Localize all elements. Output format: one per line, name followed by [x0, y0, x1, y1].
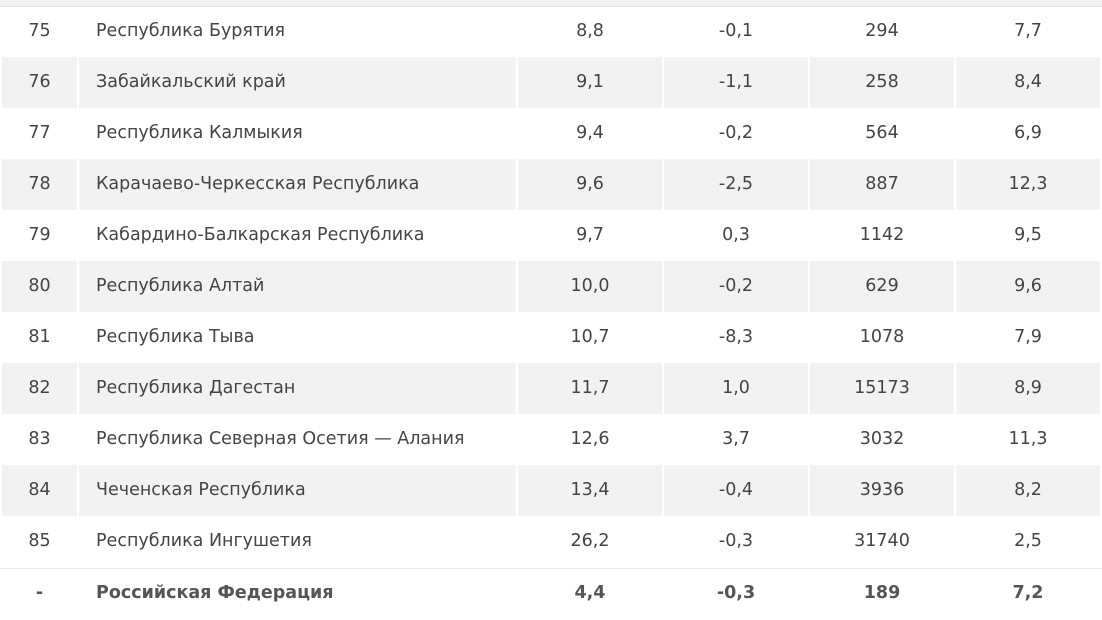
table-row: 76 Забайкальский край 9,1 -1,1 258 8,4: [0, 57, 1102, 108]
value-cell-2: -0,1: [718, 21, 754, 41]
region-cell: Карачаево-Черкесская Республика: [79, 159, 516, 210]
rank-cell: 83: [28, 429, 51, 449]
table-row: 81 Республика Тыва 10,7 -8,3 1078 7,9: [0, 312, 1102, 363]
value-cell-3: 1078: [859, 327, 905, 347]
table-row: 82 Республика Дагестан 11,7 1,0 15173 8,…: [0, 363, 1102, 414]
table-row: 84 Чеченская Республика 13,4 -0,4 3936 8…: [0, 465, 1102, 516]
total-row: - Российская Федерация 4,4 -0,3 189 7,2: [0, 568, 1102, 620]
value-cell-3: 189: [863, 583, 901, 603]
table-row: 79 Кабардино-Балкарская Республика 9,7 0…: [0, 210, 1102, 261]
value-cell-2: -1,1: [664, 57, 808, 108]
value-cell-1: 10,7: [570, 327, 610, 347]
value-cell-2: -0,2: [664, 261, 808, 312]
table-row: 85 Республика Ингушетия 26,2 -0,3 31740 …: [0, 516, 1102, 567]
value-cell-1: 12,6: [570, 429, 610, 449]
rank-cell: 79: [28, 225, 51, 245]
value-cell-1: 9,1: [518, 57, 662, 108]
region-cell: Республика Калмыкия: [96, 123, 303, 143]
value-cell-1: 11,7: [518, 363, 662, 414]
rank-cell: 78: [2, 159, 77, 210]
value-cell-3: 629: [810, 261, 954, 312]
region-cell: Республика Северная Осетия — Алания: [96, 429, 465, 449]
value-cell-2: -0,3: [718, 531, 754, 551]
value-cell-4: 11,3: [1008, 429, 1048, 449]
rank-cell: -: [35, 583, 44, 603]
value-cell-2: -2,5: [664, 159, 808, 210]
rank-cell: 80: [2, 261, 77, 312]
value-cell-1: 9,6: [518, 159, 662, 210]
region-cell: Республика Алтай: [79, 261, 516, 312]
value-cell-4: 8,9: [956, 363, 1100, 414]
value-cell-3: 258: [810, 57, 954, 108]
value-cell-2: -8,3: [718, 327, 754, 347]
value-cell-2: -0,3: [716, 583, 756, 603]
value-cell-2: 0,3: [722, 225, 750, 245]
value-cell-2: 3,7: [722, 429, 750, 449]
value-cell-3: 3032: [859, 429, 905, 449]
region-cell: Забайкальский край: [79, 57, 516, 108]
rank-cell: 82: [2, 363, 77, 414]
value-cell-1: 10,0: [518, 261, 662, 312]
value-cell-4: 8,2: [956, 465, 1100, 516]
value-cell-3: 31740: [854, 531, 910, 551]
value-cell-4: 2,5: [1014, 531, 1042, 551]
value-cell-1: 9,7: [576, 225, 604, 245]
region-cell: Республика Дагестан: [79, 363, 516, 414]
region-cell: Кабардино-Балкарская Республика: [96, 225, 425, 245]
value-cell-1: 8,8: [576, 21, 604, 41]
value-cell-3: 564: [865, 123, 899, 143]
table-row: 75 Республика Бурятия 8,8 -0,1 294 7,7: [0, 6, 1102, 57]
value-cell-4: 8,4: [956, 57, 1100, 108]
region-cell: Республика Тыва: [96, 327, 255, 347]
region-cell: Чеченская Республика: [79, 465, 516, 516]
table-row: 78 Карачаево-Черкесская Республика 9,6 -…: [0, 159, 1102, 210]
value-cell-4: 6,9: [1014, 123, 1042, 143]
table-row: 77 Республика Калмыкия 9,4 -0,2 564 6,9: [0, 108, 1102, 159]
value-cell-2: -0,2: [718, 123, 754, 143]
previous-row-edge: [0, 0, 1102, 7]
table-row: 83 Республика Северная Осетия — Алания 1…: [0, 414, 1102, 465]
value-cell-3: 15173: [810, 363, 954, 414]
value-cell-1: 9,4: [576, 123, 604, 143]
value-cell-2: -0,4: [664, 465, 808, 516]
table-row: 80 Республика Алтай 10,0 -0,2 629 9,6: [0, 261, 1102, 312]
value-cell-4: 12,3: [956, 159, 1100, 210]
value-cell-4: 9,5: [1014, 225, 1042, 245]
value-cell-3: 3936: [810, 465, 954, 516]
value-cell-4: 7,9: [1014, 327, 1042, 347]
value-cell-3: 887: [810, 159, 954, 210]
value-cell-3: 294: [865, 21, 899, 41]
value-cell-4: 9,6: [956, 261, 1100, 312]
value-cell-4: 7,2: [1012, 583, 1044, 603]
value-cell-4: 7,7: [1014, 21, 1042, 41]
region-cell: Республика Ингушетия: [96, 531, 312, 551]
rank-cell: 81: [28, 327, 51, 347]
region-cell: Республика Бурятия: [96, 21, 286, 41]
value-cell-3: 1142: [859, 225, 905, 245]
value-cell-1: 26,2: [570, 531, 610, 551]
value-cell-1: 13,4: [518, 465, 662, 516]
rank-cell: 77: [28, 123, 51, 143]
rank-cell: 76: [2, 57, 77, 108]
rank-cell: 75: [28, 21, 51, 41]
value-cell-1: 4,4: [574, 583, 606, 603]
value-cell-2: 1,0: [664, 363, 808, 414]
region-cell: Российская Федерация: [96, 583, 334, 603]
rank-cell: 85: [28, 531, 51, 551]
rank-cell: 84: [2, 465, 77, 516]
